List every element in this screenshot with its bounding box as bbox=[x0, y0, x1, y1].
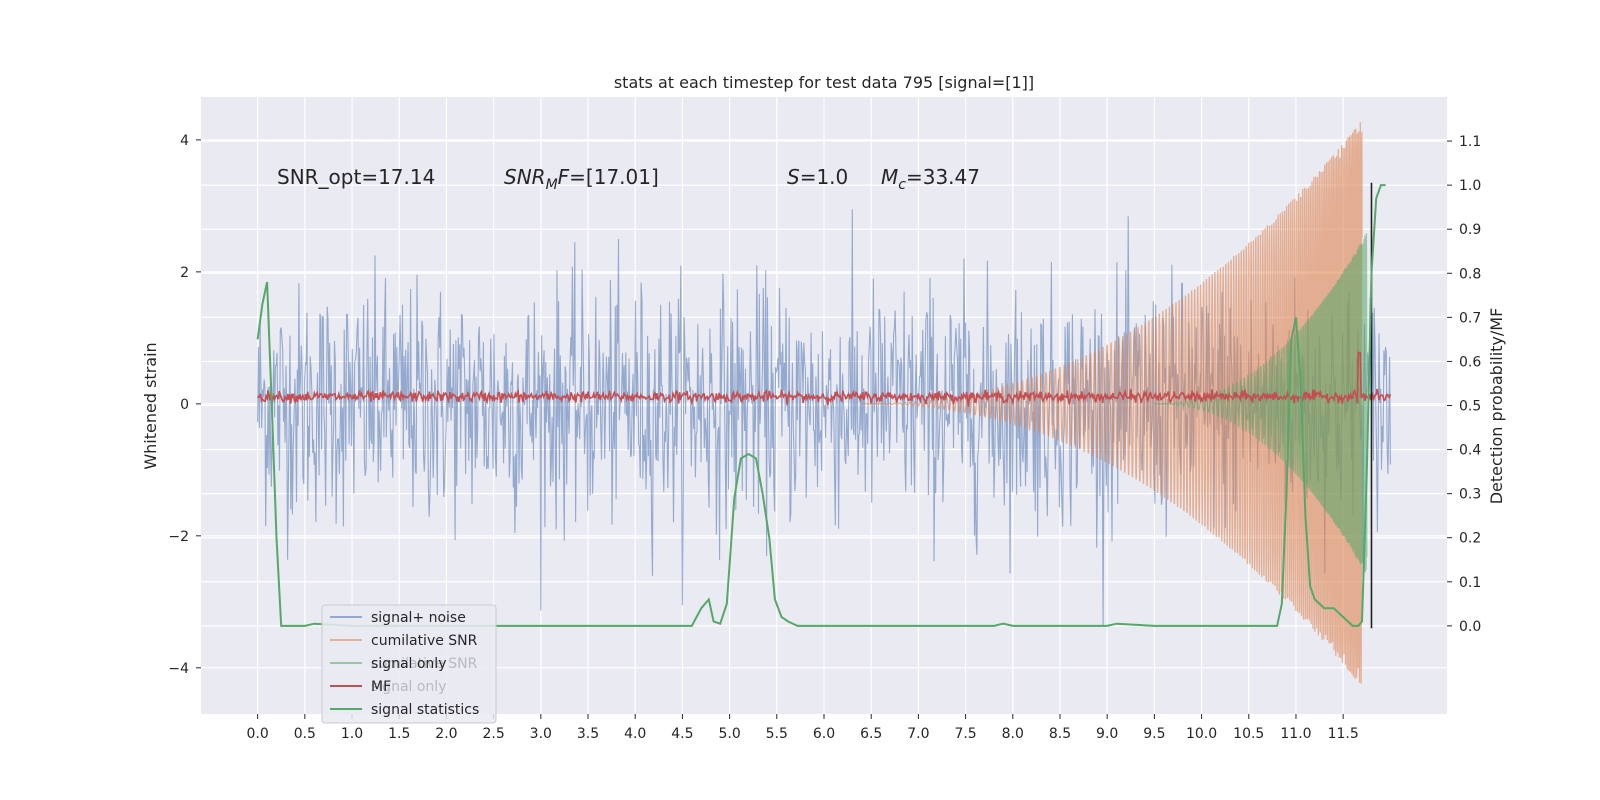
annotation-s-value: S=1.0 bbox=[787, 165, 848, 189]
series-cumilative-snr bbox=[861, 122, 1363, 684]
y-right-tick-label-1: 0.1 bbox=[1459, 575, 1481, 591]
y-right-tick-label-6: 0.6 bbox=[1459, 354, 1481, 370]
x-tick-label-5: 2.5 bbox=[482, 726, 504, 742]
y-right-axis-ticks: 0.0 0.1 0.2 0.3 0.4 0.5 0.6 0.7 0.8 0.9 1.0 1.1 bbox=[1447, 134, 1481, 635]
x-tick-label-6: 3.0 bbox=[530, 726, 552, 742]
x-tick-label-9: 4.5 bbox=[671, 726, 693, 742]
x-tick-label-8: 4.0 bbox=[624, 726, 646, 742]
series-mf bbox=[257, 351, 1392, 407]
x-tick-label-0: 0.0 bbox=[247, 726, 269, 742]
legend-ghost-label-0: cumilative SNR bbox=[371, 656, 478, 672]
y-tick-label-0: −4 bbox=[168, 661, 189, 677]
legend-ghost-label-1: signal only bbox=[371, 679, 446, 695]
y-tick-label-3: 2 bbox=[180, 265, 189, 281]
annotation-snr-mf: SNRMF=[17.01] bbox=[504, 165, 659, 193]
y-tick-label-4: 4 bbox=[180, 133, 189, 149]
chart-title: stats at each timestep for test data 795… bbox=[614, 73, 1034, 92]
y-right-tick-label-3: 0.3 bbox=[1459, 487, 1481, 503]
x-tick-label-13: 6.5 bbox=[860, 726, 882, 742]
x-tick-label-7: 3.5 bbox=[577, 726, 599, 742]
y-axis-label: Whitened strain bbox=[141, 342, 160, 469]
y-axis-ticks: −4 −2 0 2 4 bbox=[168, 133, 201, 677]
annotations: SNR_opt=17.14 SNRMF=[17.01] S=1.0 Mc=33.… bbox=[277, 165, 980, 193]
y-right-tick-label-9: 0.9 bbox=[1459, 222, 1481, 238]
x-tick-label-19: 9.5 bbox=[1143, 726, 1165, 742]
legend-label-2: signal only bbox=[371, 656, 446, 672]
x-tick-label-18: 9.0 bbox=[1096, 726, 1118, 742]
legend-label-1: cumilative SNR bbox=[371, 633, 478, 649]
x-axis-ticks: 0.0 0.5 1.0 1.5 2.0 2.5 3.0 3.5 4.0 4.5 5.0 5.5 6.0 6… bbox=[247, 714, 1359, 742]
x-tick-label-10: 5.0 bbox=[718, 726, 740, 742]
x-tick-label-17: 8.5 bbox=[1049, 726, 1071, 742]
y-right-tick-label-8: 0.8 bbox=[1459, 266, 1481, 282]
legend-label-0: signal+ noise bbox=[371, 610, 466, 626]
y-right-tick-label-0: 0.0 bbox=[1459, 619, 1481, 635]
x-tick-label-15: 7.5 bbox=[954, 726, 976, 742]
axes: 0.0 0.5 1.0 1.5 2.0 2.5 3.0 3.5 4.0 4.5 5.0 5.5 6.0 6… bbox=[141, 73, 1506, 742]
legend-label-3: MF bbox=[371, 679, 391, 695]
y-right-tick-label-4: 0.4 bbox=[1459, 443, 1481, 459]
x-tick-label-2: 1.0 bbox=[341, 726, 363, 742]
y-right-tick-label-11: 1.1 bbox=[1459, 134, 1481, 150]
y-right-tick-label-2: 0.2 bbox=[1459, 531, 1481, 547]
x-tick-label-23: 11.5 bbox=[1328, 726, 1359, 742]
y-tick-label-1: −2 bbox=[168, 529, 189, 545]
y-right-tick-label-5: 0.5 bbox=[1459, 399, 1481, 415]
x-tick-label-11: 5.5 bbox=[766, 726, 788, 742]
y-right-tick-label-7: 0.7 bbox=[1459, 310, 1481, 326]
x-tick-label-12: 6.0 bbox=[813, 726, 835, 742]
annotation-mc-value: Mc=33.47 bbox=[881, 165, 980, 193]
y-right-tick-label-10: 1.0 bbox=[1459, 178, 1481, 194]
x-tick-label-20: 10.0 bbox=[1186, 726, 1217, 742]
x-tick-label-3: 1.5 bbox=[388, 726, 410, 742]
y-tick-label-2: 0 bbox=[180, 397, 189, 413]
x-tick-label-16: 8.0 bbox=[1002, 726, 1024, 742]
y-right-axis-label: Detection probability/MF bbox=[1487, 308, 1506, 505]
annotation-snr-opt: SNR_opt=17.14 bbox=[277, 165, 435, 189]
x-tick-label-1: 0.5 bbox=[294, 726, 316, 742]
x-tick-label-22: 11.0 bbox=[1280, 726, 1311, 742]
x-tick-label-14: 7.0 bbox=[907, 726, 929, 742]
legend-box bbox=[321, 604, 497, 724]
x-tick-label-4: 2.0 bbox=[435, 726, 457, 742]
x-tick-label-21: 10.5 bbox=[1233, 726, 1264, 742]
legend-label-4: signal statistics bbox=[371, 702, 479, 718]
